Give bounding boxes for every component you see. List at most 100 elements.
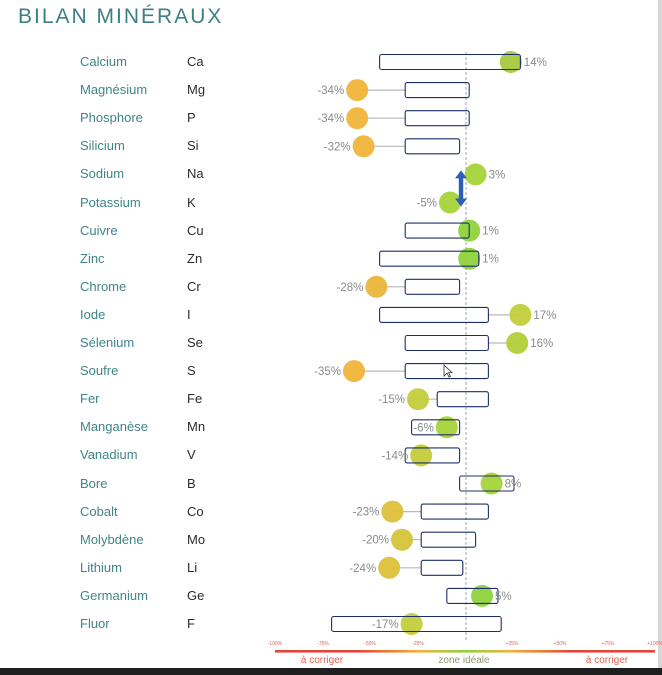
percent-label: 5%: [495, 591, 512, 603]
value-dot: [499, 51, 522, 73]
mineral-name: Soufre: [80, 363, 119, 379]
reference-range-box: [420, 559, 464, 576]
mineral-symbol: Ge: [187, 587, 205, 603]
value-dot: [509, 303, 532, 326]
chart-row: -14%: [381, 444, 461, 467]
chart-rows: 14% -34% -34% -32% 3% -5% 1% 1% -28% 17% 16% -35% -1…: [314, 51, 556, 635]
chart-row: -24%: [349, 556, 464, 579]
axis-tick-label: -100%: [268, 641, 283, 647]
chart-row: 1%: [379, 247, 499, 270]
value-dot: [506, 332, 529, 354]
value-dot: [346, 107, 369, 130]
reference-range-box: [404, 278, 461, 295]
chart-row: -34%: [317, 107, 470, 130]
chart-row: -5%: [417, 191, 461, 214]
percent-label: -17%: [372, 619, 399, 631]
mineral-symbol: B: [187, 475, 196, 491]
mineral-symbol: Co: [187, 503, 204, 519]
mineral-symbol: F: [187, 616, 195, 631]
axis-tick-label: -50%: [364, 641, 376, 647]
mineral-symbol: Fe: [187, 391, 203, 407]
mineral-symbol: Ca: [187, 54, 204, 69]
chart-row: -17%: [331, 613, 502, 635]
value-dot: [381, 500, 404, 523]
value-dot: [378, 556, 401, 579]
percent-label: 17%: [533, 310, 556, 322]
mineral-name: Sodium: [80, 166, 125, 182]
axis-tick-label: -75%: [317, 641, 329, 647]
mineral-name: Germanium: [80, 587, 148, 603]
mineral-name: Fluor: [80, 616, 110, 631]
chart-row: -15%: [378, 388, 489, 411]
reference-range-box: [404, 363, 489, 380]
reference-range-box: [404, 110, 470, 127]
reference-range-box: [459, 475, 515, 492]
value-dot: [343, 360, 365, 383]
percent-label: 8%: [505, 479, 522, 491]
percent-label: 14%: [524, 57, 547, 69]
zone-label: zone idéale: [438, 655, 490, 666]
mineral-name: Lithium: [80, 559, 122, 575]
value-dot: [365, 275, 388, 298]
reference-range-box: [411, 419, 461, 436]
mineral-symbol: Li: [187, 559, 198, 575]
mineral-name: Cuivre: [80, 222, 118, 238]
mineral-name: Vanadium: [80, 447, 138, 463]
axis-tick-label: +100%: [647, 641, 662, 647]
value-dot: [352, 135, 375, 158]
mineral-symbol: K: [187, 194, 196, 210]
percent-label: -34%: [317, 113, 344, 125]
chart-row: 17%: [379, 303, 556, 326]
percent-label: -32%: [324, 141, 351, 153]
reference-range-box: [379, 250, 480, 267]
percent-label: -23%: [353, 507, 380, 519]
mineral-symbol: Mn: [187, 419, 206, 435]
chart-row: -6%: [411, 416, 461, 439]
mineral-name: Magnésium: [80, 82, 148, 98]
mineral-symbol: S: [187, 363, 196, 379]
percent-label: -15%: [378, 394, 405, 406]
value-dot: [480, 472, 503, 495]
mineral-symbol: Na: [187, 166, 204, 182]
mineral-symbol: Mg: [187, 82, 206, 98]
mineral-symbol: Se: [187, 335, 203, 350]
axis-tick-label: +75%: [602, 641, 615, 647]
page-title: BILAN MINÉRAUX: [18, 5, 224, 28]
chart-row: 16%: [404, 332, 553, 354]
zone-label: à corriger: [586, 655, 629, 666]
percent-label: -5%: [417, 198, 437, 210]
mineral-name: Cobalt: [80, 503, 118, 519]
axis-tick-label: +50%: [554, 641, 567, 647]
reference-range-box: [420, 531, 477, 548]
mineral-name: Fer: [80, 391, 100, 407]
chart-row: 14%: [379, 51, 547, 73]
reference-range-box: [420, 503, 489, 520]
zone-gradient-bar: [275, 650, 655, 653]
percent-label: 3%: [489, 169, 506, 181]
chart-row: -35%: [314, 360, 489, 383]
value-dot: [391, 528, 413, 551]
mineral-symbol: Si: [187, 138, 199, 154]
percent-label: 16%: [530, 338, 553, 350]
mineral-name: Chrome: [80, 278, 127, 294]
percent-label: -28%: [337, 282, 364, 294]
value-dot: [410, 444, 433, 467]
percent-label: -14%: [381, 450, 408, 462]
chart-row: -23%: [353, 500, 489, 523]
reference-range-box: [404, 447, 461, 464]
reference-range-box: [436, 391, 489, 408]
percent-label: -20%: [362, 535, 389, 547]
mineral-name: Zinc: [80, 250, 105, 266]
reference-range-box: [404, 222, 470, 239]
balance-arrow-icon: [455, 170, 467, 207]
percent-label: -24%: [349, 563, 376, 575]
value-dot: [471, 584, 493, 607]
percent-label: -6%: [413, 422, 433, 434]
window-bottom-bar: [0, 668, 662, 675]
reference-range-box: [404, 138, 461, 155]
zone-label: à corriger: [301, 655, 344, 666]
value-dot: [407, 388, 429, 411]
chart-row: 5%: [446, 584, 512, 607]
mineral-name: Iode: [80, 306, 106, 322]
